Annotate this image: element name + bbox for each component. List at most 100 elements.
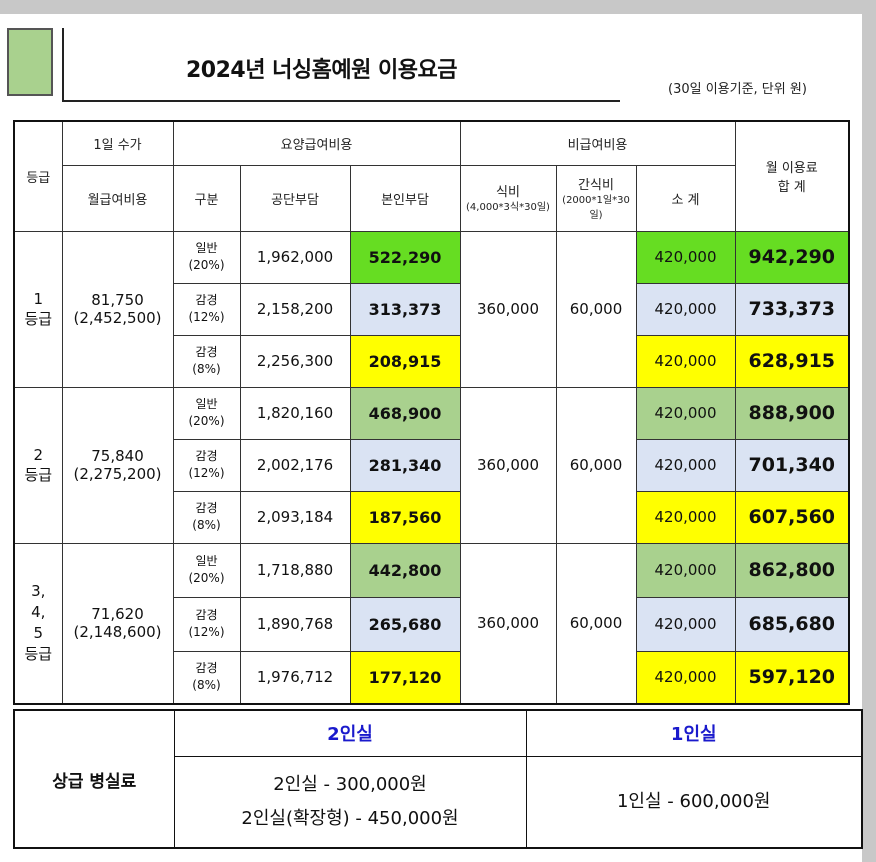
category-rate: (8%) — [192, 678, 221, 693]
subtotal-cell: 420,000 — [635, 596, 736, 652]
header-daily-fee: 1일 수가 — [61, 120, 174, 166]
category-cell: 일반 (20%) — [172, 542, 241, 598]
category-label: 일반 — [195, 554, 218, 568]
total-cell: 607,560 — [734, 490, 850, 544]
header-monthly-benefit: 월급여비용 — [61, 164, 174, 232]
category-cell: 감경 (8%) — [172, 650, 241, 705]
header-snack-note: (2000*1일*30일) — [562, 194, 630, 221]
monthly-benefit: (2,452,500) — [73, 309, 162, 327]
header-snack-label: 간식비 — [578, 177, 614, 193]
subtotal-cell: 420,000 — [635, 386, 736, 440]
category-rate: (8%) — [192, 518, 221, 532]
daily-fee-cell: 81,750 (2,452,500) — [61, 230, 174, 388]
subtotal-cell: 420,000 — [635, 282, 736, 336]
header-subtotal: 소 계 — [635, 164, 736, 232]
daily-fee-cell: 71,620 (2,148,600) — [61, 542, 174, 705]
self-share-cell: 313,373 — [349, 282, 461, 336]
grade-line: 2 — [33, 445, 44, 464]
snack-cell: 60,000 — [555, 542, 637, 705]
category-label: 감경 — [195, 345, 218, 359]
category-rate: (12%) — [188, 466, 225, 480]
public-share-cell: 1,962,000 — [239, 230, 351, 284]
category-label: 감경 — [195, 449, 218, 463]
category-label: 일반 — [195, 397, 218, 411]
grade-line: 3, — [31, 582, 46, 601]
snack-cell: 60,000 — [555, 386, 637, 544]
total-cell: 942,290 — [734, 230, 850, 284]
two-person-room-header: 2인실 — [173, 709, 527, 757]
category-label: 감경 — [195, 501, 218, 515]
room-fee-label: 상급 병실료 — [13, 709, 175, 849]
total-cell: 597,120 — [734, 650, 850, 705]
self-share-cell: 281,340 — [349, 438, 461, 492]
public-share-cell: 2,093,184 — [239, 490, 351, 544]
total-cell: 733,373 — [734, 282, 850, 336]
monthly-benefit: (2,275,200) — [73, 465, 162, 483]
public-share-cell: 2,256,300 — [239, 334, 351, 388]
header-meal: 식비 (4,000*3식*30일) — [459, 164, 557, 232]
total-cell: 862,800 — [734, 542, 850, 598]
category-rate: (20%) — [188, 414, 225, 428]
room-fee-table: 상급 병실료 2인실 1인실 2인실 - 300,000원 2인실(확장형) -… — [13, 709, 863, 849]
category-rate: (8%) — [192, 362, 221, 376]
meal-cell: 360,000 — [459, 230, 557, 388]
total-cell: 685,680 — [734, 596, 850, 652]
self-share-cell: 187,560 — [349, 490, 461, 544]
header-total-line1: 월 이용료 — [765, 161, 818, 177]
category-cell: 감경 (12%) — [172, 596, 241, 652]
grade-line: 등급 — [24, 309, 53, 328]
daily-fee-cell: 75,840 (2,275,200) — [61, 386, 174, 544]
fee-table: 등급 1일 수가 요양급여비용 비급여비용 월 이용료 합 계 월급여비용 구분… — [13, 120, 850, 705]
grade-line: 5 — [33, 624, 44, 643]
self-share-cell: 468,900 — [349, 386, 461, 440]
grade-line: 1 — [33, 289, 44, 308]
header-self-share: 본인부담 — [349, 164, 461, 232]
two-person-room-price: 2인실 - 300,000원 — [273, 773, 427, 795]
header-category: 구분 — [172, 164, 241, 232]
monthly-benefit: (2,148,600) — [73, 623, 162, 642]
title-underline — [62, 100, 620, 102]
header-grade: 등급 — [13, 120, 63, 232]
header-snack: 간식비 (2000*1일*30일) — [555, 164, 637, 232]
category-cell: 감경 (8%) — [172, 334, 241, 388]
grade-line: 등급 — [24, 645, 53, 664]
category-cell: 감경 (12%) — [172, 438, 241, 492]
self-share-cell: 265,680 — [349, 596, 461, 652]
public-share-cell: 1,976,712 — [239, 650, 351, 705]
two-person-room-prices: 2인실 - 300,000원 2인실(확장형) - 450,000원 — [173, 755, 527, 849]
header-care-benefit: 요양급여비용 — [172, 120, 461, 166]
snack-cell: 60,000 — [555, 230, 637, 388]
header-total: 월 이용료 합 계 — [734, 120, 850, 232]
grade-line: 등급 — [24, 465, 53, 484]
public-share-cell: 1,718,880 — [239, 542, 351, 598]
unit-note: (30일 이용기준, 단위 원) — [668, 82, 807, 97]
two-person-extended-room-price: 2인실(확장형) - 450,000원 — [241, 807, 459, 829]
category-cell: 감경 (8%) — [172, 490, 241, 544]
category-cell: 일반 (20%) — [172, 386, 241, 440]
header-meal-label: 식비 — [496, 185, 520, 200]
self-share-cell: 208,915 — [349, 334, 461, 388]
public-share-cell: 2,158,200 — [239, 282, 351, 336]
header-public-share: 공단부담 — [239, 164, 351, 232]
subtotal-cell: 420,000 — [635, 334, 736, 388]
category-label: 감경 — [195, 661, 218, 676]
grade-cell: 1 등급 — [13, 230, 63, 388]
title-divider-vertical — [62, 28, 64, 102]
category-rate: (20%) — [188, 571, 225, 585]
grade-cell: 2 등급 — [13, 386, 63, 544]
category-cell: 일반 (20%) — [172, 230, 241, 284]
subtotal-cell: 420,000 — [635, 542, 736, 598]
subtotal-cell: 420,000 — [635, 230, 736, 284]
public-share-cell: 2,002,176 — [239, 438, 351, 492]
page-title: 2024년 너싱홈예원 이용요금 — [186, 58, 457, 83]
category-cell: 감경 (12%) — [172, 282, 241, 336]
subtotal-cell: 420,000 — [635, 438, 736, 492]
total-cell: 701,340 — [734, 438, 850, 492]
self-share-cell: 177,120 — [349, 650, 461, 705]
green-marker-box — [7, 28, 53, 96]
public-share-cell: 1,820,160 — [239, 386, 351, 440]
daily-fee: 75,840 — [91, 447, 144, 465]
meal-cell: 360,000 — [459, 542, 557, 705]
category-label: 감경 — [195, 293, 218, 307]
total-cell: 888,900 — [734, 386, 850, 440]
